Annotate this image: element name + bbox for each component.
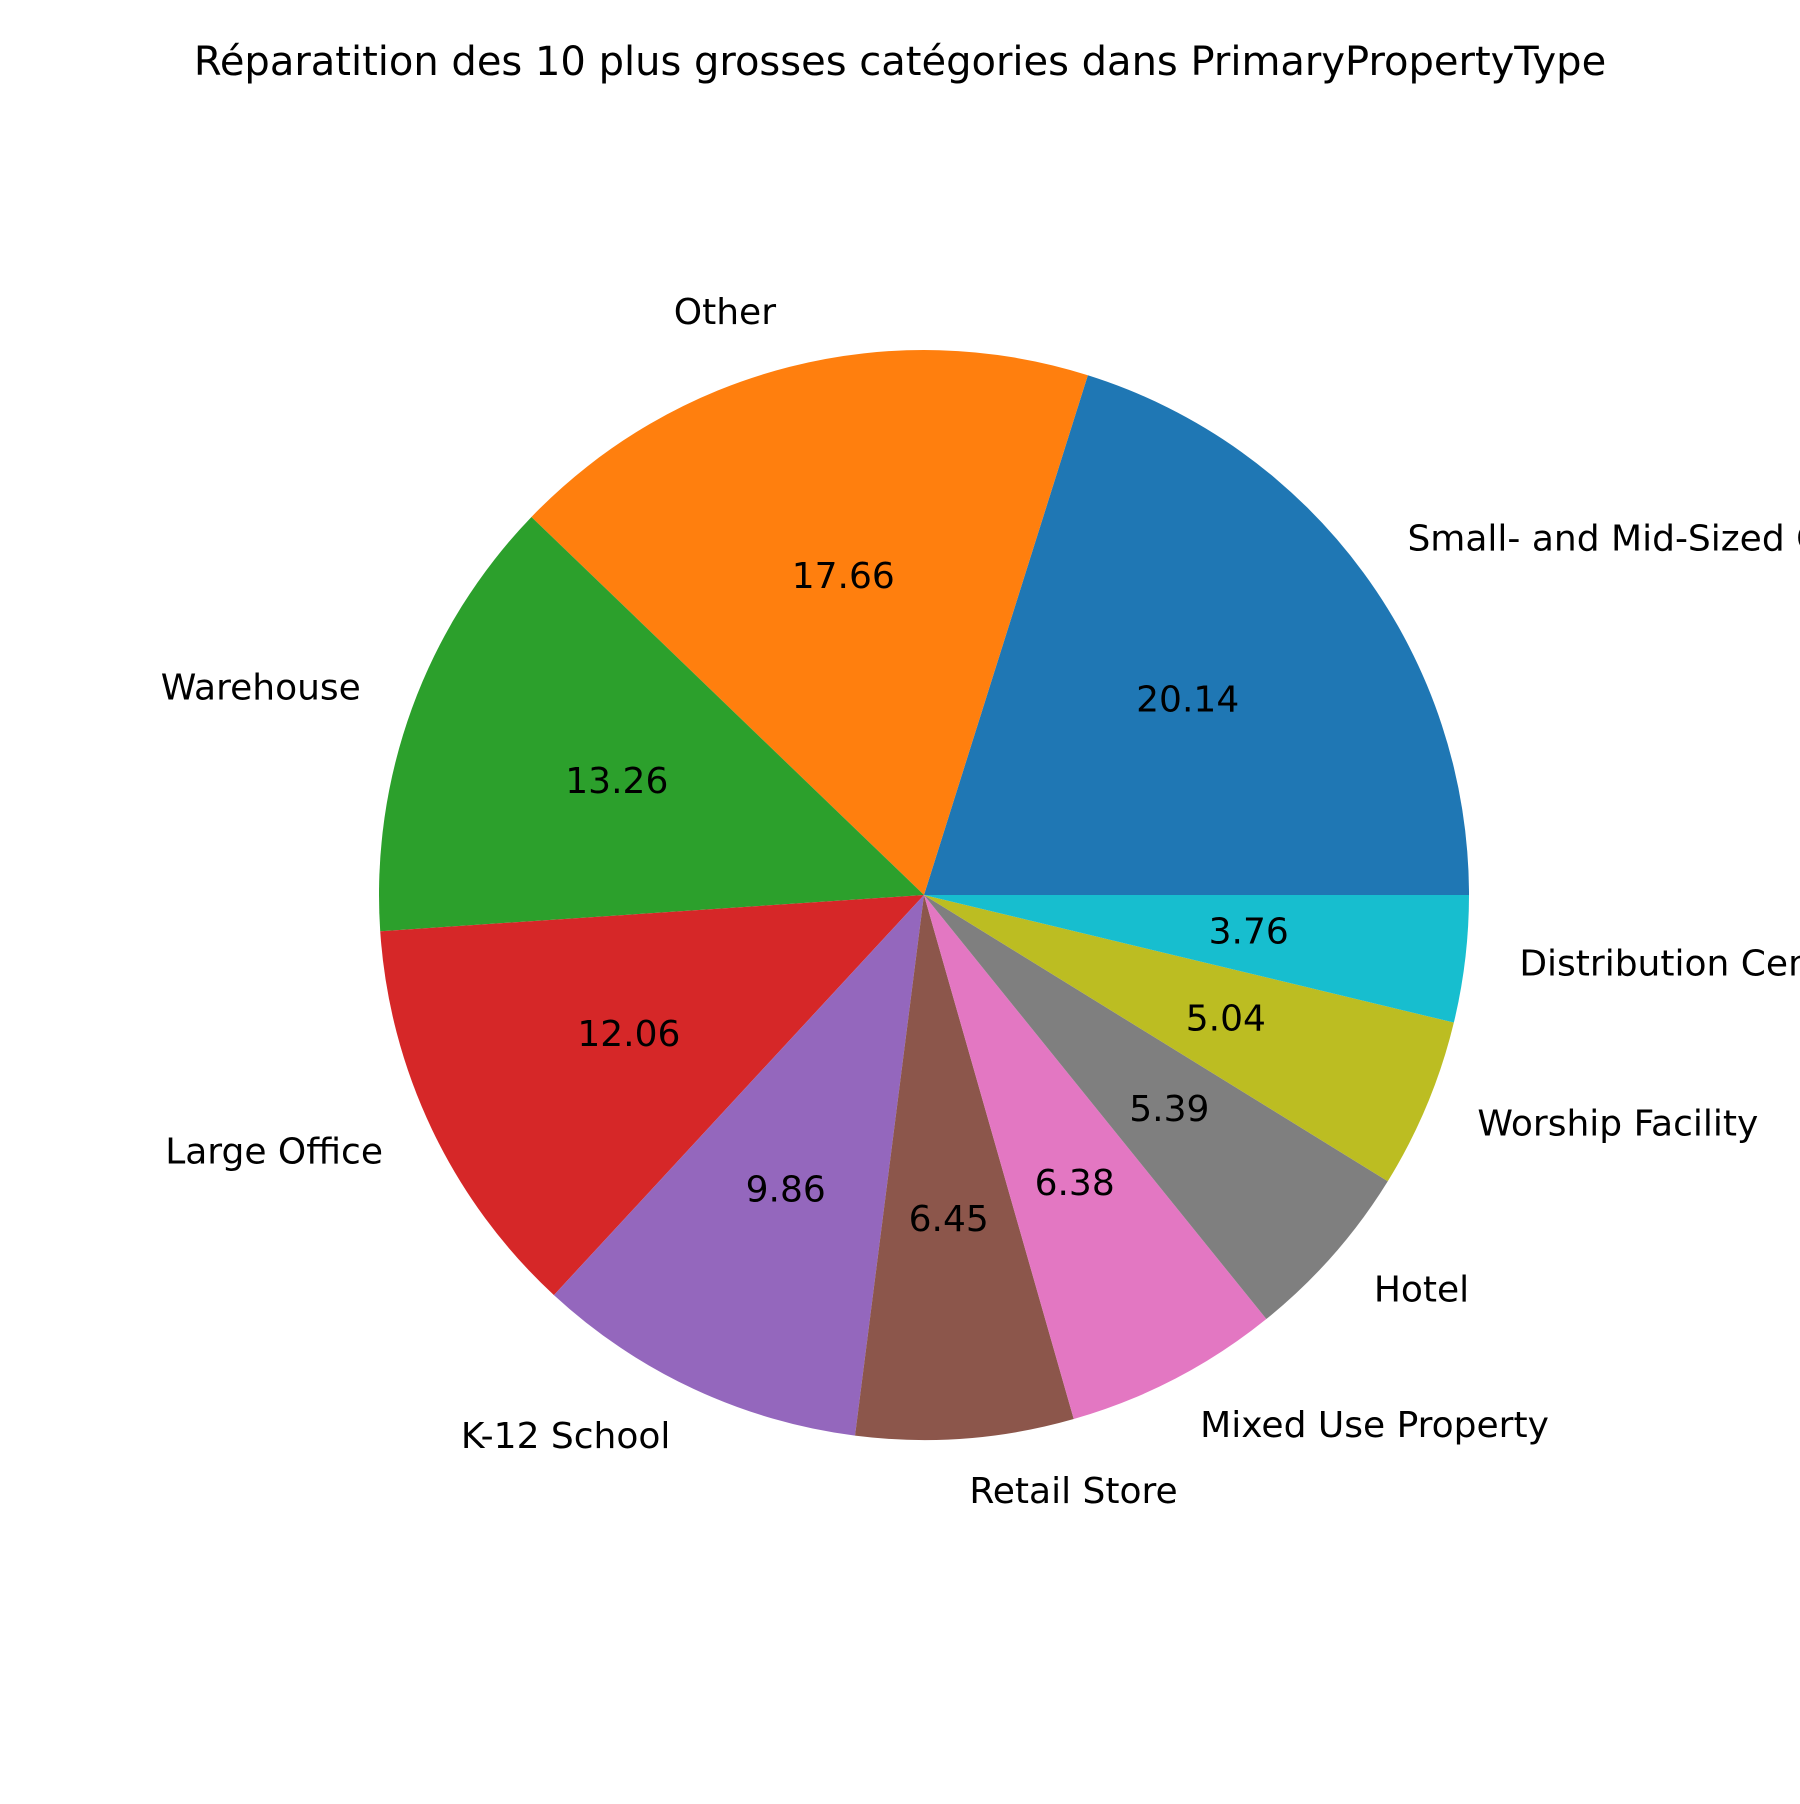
pie-slice-k-12-school — [553, 895, 924, 1436]
pie-label-distribution-center: Distribution Center — [1519, 944, 1800, 985]
pie-value-label-worship-facility: 5.04 — [1186, 999, 1266, 1040]
pie-labels: Small- and Mid-Sized Office 20.14 Other 17.… — [161, 292, 1800, 1512]
pie-label-k-12-school: K-12 School — [461, 1416, 671, 1457]
pie-value-label-retail-store: 6.45 — [909, 1199, 989, 1240]
pie-value-label-large-office: 12.06 — [577, 1014, 680, 1055]
pie-label-worship-facility: Worship Facility — [1477, 1103, 1758, 1144]
chart-title: Réparatition des 10 plus grosses catégor… — [194, 39, 1606, 85]
pie-slice-warehouse — [378, 516, 924, 932]
pie-value-label-other: 17.66 — [792, 556, 895, 597]
pie-slices — [378, 349, 1469, 1440]
pie-slice-large-office — [380, 895, 924, 1296]
pie-slice-retail-store — [855, 895, 1074, 1440]
pie-slice-hotel — [924, 895, 1388, 1320]
pie-slice-other — [531, 349, 1088, 895]
pie-value-label-hotel: 5.39 — [1129, 1089, 1209, 1130]
pie-label-hotel: Hotel — [1374, 1269, 1469, 1310]
pie-value-label-mixed-use-property: 6.38 — [1035, 1163, 1115, 1204]
pie-label-small-and-mid-sized-office: Small- and Mid-Sized Office — [1407, 518, 1800, 559]
pie-value-label-small-and-mid-sized-office: 20.14 — [1136, 680, 1239, 721]
pie-slice-mixed-use-property — [924, 895, 1267, 1420]
pie-slice-distribution-center — [924, 895, 1469, 1023]
pie-value-label-distribution-center: 3.76 — [1209, 912, 1289, 953]
pie-label-warehouse: Warehouse — [161, 667, 361, 708]
pie-label-other: Other — [674, 292, 776, 333]
pie-value-label-k-12-school: 9.86 — [746, 1169, 826, 1210]
pie-label-mixed-use-property: Mixed Use Property — [1200, 1405, 1549, 1446]
pie-slice-small-and-mid-sized-office — [924, 375, 1469, 895]
pie-label-retail-store: Retail Store — [969, 1471, 1177, 1512]
pie-value-label-warehouse: 13.26 — [565, 761, 668, 802]
pie-slice-worship-facility — [924, 895, 1454, 1182]
pie-label-large-office: Large Office — [165, 1131, 383, 1172]
